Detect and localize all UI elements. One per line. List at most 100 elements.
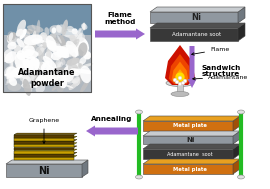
Ellipse shape (72, 49, 80, 56)
Ellipse shape (84, 52, 89, 57)
Ellipse shape (43, 56, 56, 69)
Ellipse shape (26, 29, 33, 35)
Ellipse shape (83, 51, 91, 60)
Ellipse shape (22, 45, 35, 56)
Ellipse shape (28, 57, 39, 75)
Bar (3, 4, 91, 92)
Ellipse shape (31, 58, 36, 67)
Polygon shape (14, 136, 77, 138)
Ellipse shape (33, 29, 39, 43)
Text: Adamantane  soot: Adamantane soot (167, 152, 213, 156)
Ellipse shape (82, 22, 86, 30)
Ellipse shape (48, 50, 52, 63)
Ellipse shape (12, 67, 23, 78)
Ellipse shape (56, 84, 64, 92)
Ellipse shape (171, 91, 189, 97)
Ellipse shape (62, 75, 69, 77)
Ellipse shape (62, 67, 78, 76)
Text: Ni: Ni (38, 166, 50, 176)
Ellipse shape (72, 28, 78, 35)
Ellipse shape (70, 52, 75, 57)
Ellipse shape (46, 77, 56, 84)
Ellipse shape (17, 38, 25, 48)
Polygon shape (14, 133, 77, 135)
Polygon shape (14, 157, 74, 160)
Ellipse shape (47, 41, 56, 50)
Polygon shape (14, 141, 74, 144)
Ellipse shape (32, 25, 36, 29)
Ellipse shape (56, 46, 69, 58)
Ellipse shape (81, 23, 87, 30)
Ellipse shape (6, 74, 16, 83)
Ellipse shape (58, 73, 63, 85)
Text: Adamantane: Adamantane (193, 75, 248, 80)
Ellipse shape (11, 72, 26, 77)
Ellipse shape (7, 35, 12, 43)
Polygon shape (233, 159, 240, 174)
Ellipse shape (69, 68, 80, 76)
Ellipse shape (8, 31, 14, 37)
Polygon shape (172, 62, 188, 84)
Ellipse shape (77, 71, 83, 85)
Polygon shape (14, 154, 74, 157)
Ellipse shape (72, 78, 79, 84)
Ellipse shape (12, 56, 24, 65)
Ellipse shape (17, 31, 20, 36)
Ellipse shape (23, 76, 31, 84)
Ellipse shape (23, 79, 31, 96)
Ellipse shape (12, 69, 17, 76)
Ellipse shape (42, 70, 53, 81)
Ellipse shape (73, 61, 83, 76)
Circle shape (173, 78, 177, 82)
Text: Ni: Ni (191, 13, 201, 22)
Polygon shape (175, 69, 185, 83)
Polygon shape (14, 135, 74, 138)
Ellipse shape (39, 60, 50, 70)
Text: Flame: Flame (192, 47, 229, 55)
Ellipse shape (69, 80, 80, 90)
Ellipse shape (61, 59, 66, 65)
Ellipse shape (80, 66, 92, 83)
Polygon shape (14, 149, 77, 151)
Ellipse shape (69, 35, 77, 43)
Ellipse shape (49, 33, 56, 39)
Ellipse shape (46, 72, 55, 79)
Ellipse shape (32, 74, 38, 80)
Ellipse shape (66, 73, 72, 79)
Ellipse shape (67, 39, 80, 53)
Text: Sandwich
structure: Sandwich structure (202, 64, 241, 77)
Ellipse shape (49, 67, 58, 84)
Text: Flame
method: Flame method (104, 12, 136, 25)
Ellipse shape (46, 36, 57, 52)
Ellipse shape (25, 49, 35, 52)
Ellipse shape (24, 42, 29, 48)
Polygon shape (143, 149, 233, 159)
Ellipse shape (41, 68, 51, 77)
Ellipse shape (64, 67, 73, 76)
Ellipse shape (66, 50, 73, 57)
Ellipse shape (136, 110, 143, 114)
Ellipse shape (38, 75, 46, 83)
Ellipse shape (9, 40, 16, 46)
Ellipse shape (7, 67, 21, 79)
Ellipse shape (19, 68, 25, 78)
Ellipse shape (68, 60, 78, 67)
Circle shape (181, 81, 185, 85)
Ellipse shape (23, 34, 43, 45)
Ellipse shape (238, 175, 245, 179)
Ellipse shape (9, 77, 17, 86)
Ellipse shape (39, 76, 49, 81)
Polygon shape (150, 12, 238, 23)
Ellipse shape (40, 42, 46, 48)
Text: Ni: Ni (186, 137, 194, 143)
Ellipse shape (78, 37, 89, 53)
Ellipse shape (36, 83, 45, 93)
Ellipse shape (18, 66, 25, 73)
Polygon shape (143, 164, 233, 174)
Polygon shape (14, 151, 74, 154)
Ellipse shape (16, 69, 32, 73)
Ellipse shape (24, 53, 28, 59)
Ellipse shape (5, 78, 16, 85)
Polygon shape (14, 139, 77, 141)
Ellipse shape (22, 74, 29, 85)
